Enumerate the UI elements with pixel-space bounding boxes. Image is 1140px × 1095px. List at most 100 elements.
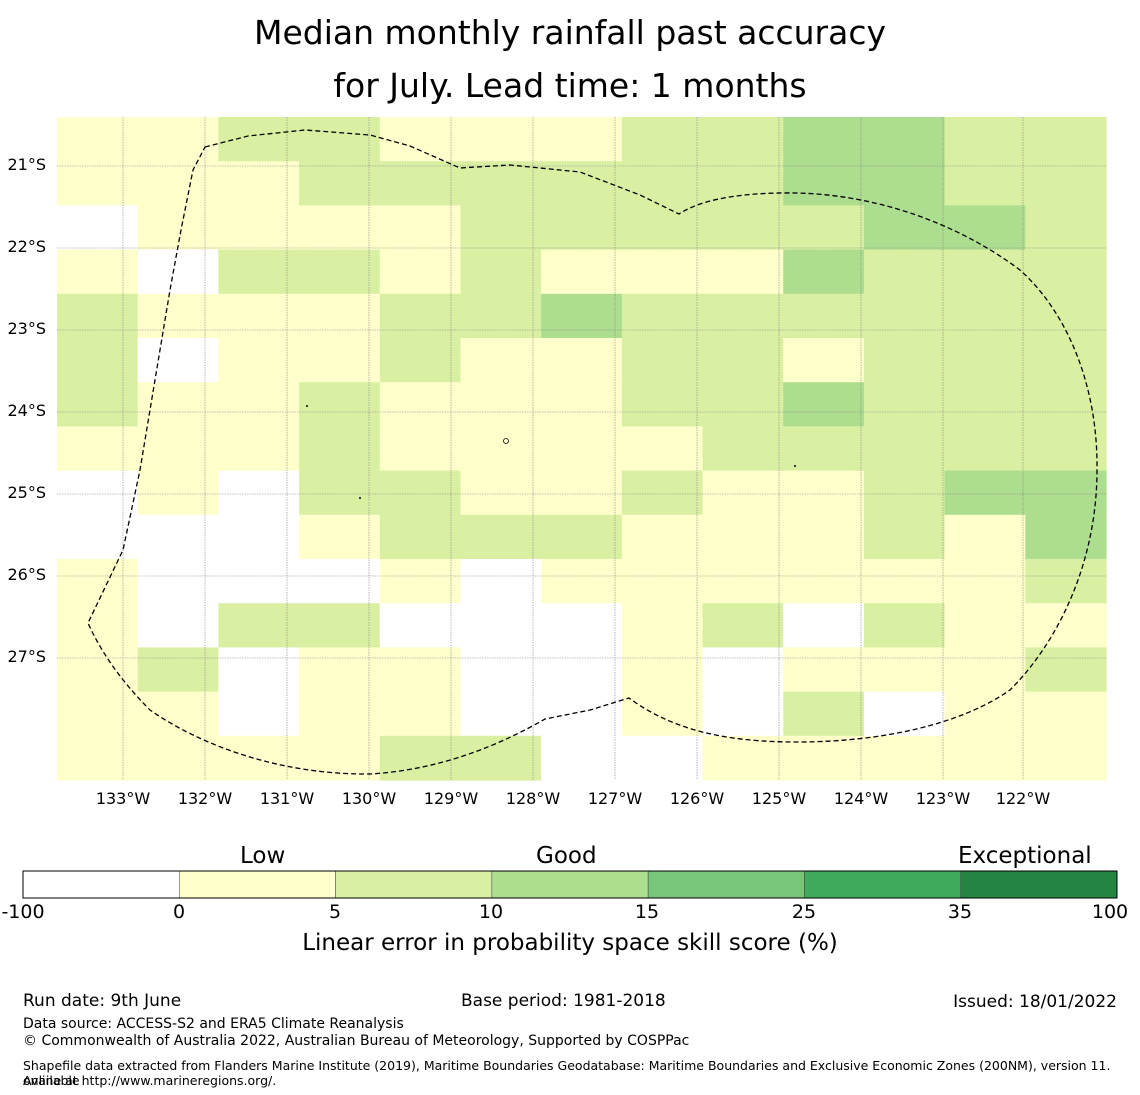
grid-cell bbox=[621, 382, 704, 427]
grid-cell bbox=[137, 205, 219, 251]
grid-cell bbox=[137, 691, 219, 737]
grid-cell bbox=[460, 205, 542, 251]
grid-cell bbox=[57, 293, 139, 339]
grid-cell bbox=[379, 647, 462, 693]
grid-cell bbox=[299, 470, 381, 516]
grid-cell bbox=[218, 691, 300, 737]
grid-cell bbox=[299, 603, 381, 648]
lat-label: 24°S bbox=[7, 401, 46, 420]
grid-cell bbox=[218, 293, 300, 339]
issued-date: Issued: 18/01/2022 bbox=[953, 992, 1117, 1012]
lat-label: 23°S bbox=[7, 319, 46, 338]
grid-cell bbox=[137, 161, 219, 206]
grid-cell bbox=[299, 647, 381, 693]
colorbar-category-exceptional: Exceptional bbox=[958, 843, 1092, 869]
grid-cell bbox=[299, 205, 381, 251]
colorbar-tick: -100 bbox=[1, 901, 45, 923]
grid-cell bbox=[379, 249, 462, 295]
grid-cell bbox=[944, 470, 1026, 516]
grid-cell bbox=[783, 470, 865, 516]
grid-cell bbox=[541, 603, 623, 648]
grid-cell bbox=[1025, 161, 1107, 206]
skill-map bbox=[57, 117, 1107, 781]
title-line-1: Median monthly rainfall past accuracy bbox=[253, 13, 887, 52]
map-title: Median monthly rainfall past accuracy fo… bbox=[0, 6, 1140, 113]
grid-cell bbox=[57, 514, 139, 560]
grid-cell bbox=[379, 338, 462, 383]
grid-cell bbox=[218, 603, 300, 648]
grid-cell bbox=[299, 117, 381, 162]
grid-cell bbox=[1025, 382, 1107, 427]
grid-cell bbox=[57, 161, 139, 206]
grid-cell bbox=[944, 426, 1026, 472]
grid-cell bbox=[379, 117, 462, 162]
lat-label: 27°S bbox=[7, 647, 46, 666]
grid-cell bbox=[621, 161, 704, 206]
grid-cell bbox=[863, 117, 946, 162]
grid-cell bbox=[379, 603, 462, 648]
grid-cell bbox=[621, 205, 704, 251]
grid-cell bbox=[218, 249, 300, 295]
grid-cell bbox=[460, 559, 542, 604]
grid-cell bbox=[1025, 735, 1107, 781]
lon-label: 130°W bbox=[341, 789, 397, 808]
grid-cell bbox=[57, 249, 139, 295]
grid-cell bbox=[218, 559, 300, 604]
grid-cell bbox=[621, 559, 704, 604]
grid-cell bbox=[621, 426, 704, 472]
colorbar-frame bbox=[22, 870, 1118, 899]
grid-cell bbox=[137, 470, 219, 516]
grid-cell bbox=[1025, 249, 1107, 295]
grid-cell bbox=[863, 249, 946, 295]
grid-cell bbox=[944, 603, 1026, 648]
grid-cell bbox=[218, 470, 300, 516]
grid-cell bbox=[702, 735, 784, 781]
grid-cell bbox=[57, 735, 139, 781]
grid-cell bbox=[1025, 426, 1107, 472]
grid-cell bbox=[218, 205, 300, 251]
lat-label: 22°S bbox=[7, 237, 46, 256]
island-marker bbox=[359, 497, 361, 499]
grid-cell bbox=[702, 382, 784, 427]
grid-cell bbox=[379, 426, 462, 472]
grid-cell bbox=[621, 647, 704, 693]
grid-cell bbox=[218, 161, 300, 206]
grid-cell bbox=[1025, 691, 1107, 737]
grid-cell bbox=[218, 426, 300, 472]
colorbar-swatch bbox=[22, 870, 180, 899]
grid-cell bbox=[783, 117, 865, 162]
data-source: Data source: ACCESS-S2 and ERA5 Climate … bbox=[23, 1016, 404, 1032]
grid-cell bbox=[137, 249, 219, 295]
grid-cell bbox=[702, 647, 784, 693]
lat-label: 21°S bbox=[7, 155, 46, 174]
grid-cell bbox=[863, 470, 946, 516]
grid-cell bbox=[783, 603, 865, 648]
colorbar-swatch bbox=[179, 870, 336, 899]
grid-cell bbox=[57, 691, 139, 737]
grid-cell bbox=[944, 117, 1026, 162]
grid-cell bbox=[541, 205, 623, 251]
colorbar-tick: 35 bbox=[947, 901, 973, 923]
grid-cell bbox=[57, 426, 139, 472]
colorbar-tick: 10 bbox=[478, 901, 504, 923]
grid-cell bbox=[299, 559, 381, 604]
grid-cell bbox=[783, 647, 865, 693]
grid-cell bbox=[863, 691, 946, 737]
colorbar-tick: 25 bbox=[791, 901, 817, 923]
grid-cell bbox=[137, 117, 219, 162]
grid-cell bbox=[541, 161, 623, 206]
grid-cell bbox=[137, 603, 219, 648]
grid-cell bbox=[299, 382, 381, 427]
grid-cell bbox=[863, 338, 946, 383]
lon-label: 128°W bbox=[505, 789, 561, 808]
grid-cell bbox=[702, 161, 784, 206]
grid-cell bbox=[702, 603, 784, 648]
grid-cell bbox=[541, 117, 623, 162]
grid-cell bbox=[460, 735, 542, 781]
grid-cell bbox=[621, 470, 704, 516]
grid-cell bbox=[541, 559, 623, 604]
lon-label: 132°W bbox=[177, 789, 233, 808]
grid-cell bbox=[57, 205, 139, 251]
grid-cell bbox=[863, 426, 946, 472]
grid-cell bbox=[702, 691, 784, 737]
